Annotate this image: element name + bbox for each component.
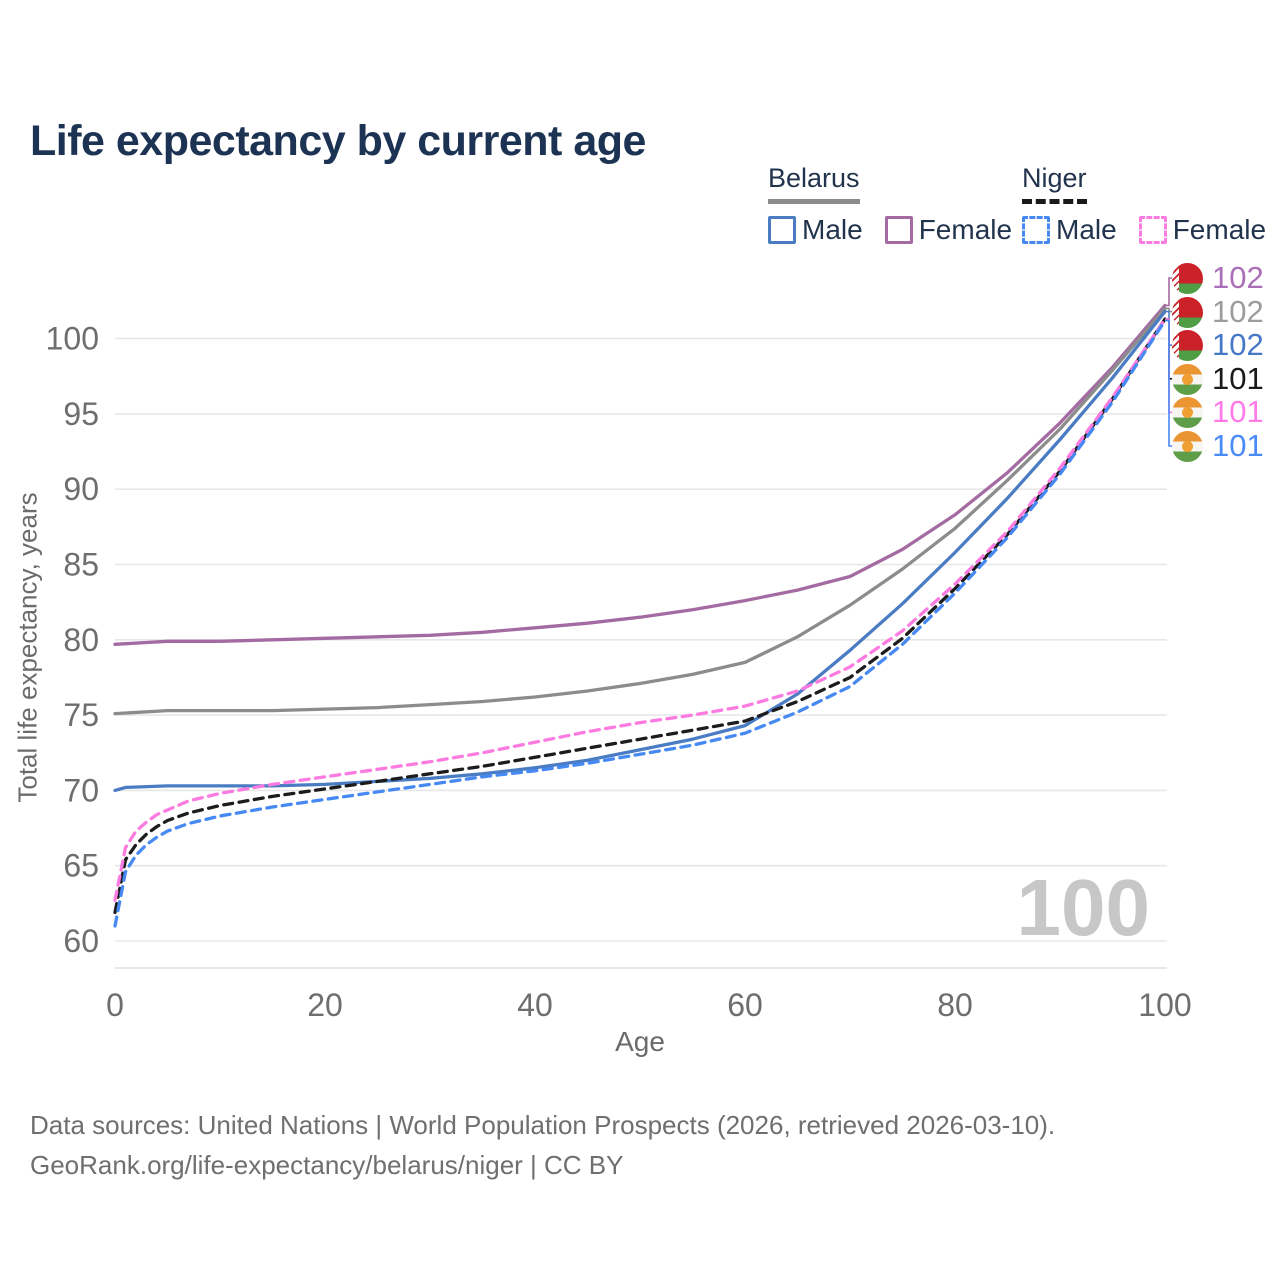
legend-item-label: Male	[802, 214, 863, 245]
end-label-belarus-male: 102	[1172, 327, 1264, 362]
legend-item-belarus-male: Male	[768, 214, 863, 246]
end-value: 101	[1212, 361, 1264, 396]
y-tick-label: 90	[63, 471, 99, 507]
y-tick-label: 60	[63, 923, 99, 959]
x-axis-title: Age	[615, 1026, 665, 1057]
series-line-niger-male	[113, 318, 1167, 928]
legend-item-label: Female	[1172, 214, 1267, 245]
end-label-belarus-both: 102	[1172, 294, 1264, 329]
legend-header-niger: Niger	[1022, 163, 1087, 204]
end-value: 102	[1212, 294, 1264, 329]
y-tick-label: 80	[63, 622, 99, 658]
end-value: 102	[1212, 260, 1264, 295]
niger-male-swatch-icon	[1022, 216, 1050, 244]
y-tick-label: 95	[63, 396, 99, 432]
y-tick-label: 100	[46, 321, 99, 357]
series-line-niger-both	[113, 317, 1167, 915]
belarus-male-swatch-icon	[768, 216, 796, 244]
age-watermark: 100	[1016, 863, 1150, 952]
x-tick-label: 80	[937, 987, 973, 1023]
x-tick-label: 100	[1138, 987, 1191, 1023]
legend-item-niger-male: Male	[1022, 214, 1117, 246]
legend-item-label: Male	[1056, 214, 1117, 245]
end-label-belarus-female: 102	[1172, 260, 1264, 295]
footer-line-2: GeoRank.org/life-expectancy/belarus/nige…	[30, 1149, 624, 1180]
end-label-niger-male: 101	[1172, 428, 1264, 463]
niger-flag-icon	[1172, 363, 1203, 395]
x-tick-label: 60	[727, 987, 763, 1023]
end-label-niger-female: 101	[1172, 394, 1264, 429]
end-value: 102	[1212, 327, 1264, 362]
legend-group-niger: Niger Male Female	[1022, 163, 1266, 246]
end-value: 101	[1212, 428, 1264, 463]
niger-female-swatch-icon	[1138, 216, 1167, 244]
y-tick-label: 75	[63, 697, 99, 733]
legend-items-niger: Male Female	[1022, 214, 1266, 246]
x-tick-label: 40	[517, 987, 553, 1023]
footer-line-1: Data sources: United Nations | World Pop…	[30, 1110, 1056, 1140]
y-tick-label: 70	[63, 772, 99, 808]
legend-group-belarus: Belarus Male Female	[768, 163, 1012, 246]
legend-header-belarus: Belarus	[768, 163, 860, 204]
y-axis-title: Total life expectancy, years	[12, 492, 43, 803]
belarus-flag-icon	[1172, 329, 1203, 361]
y-tick-label: 85	[63, 547, 99, 583]
series-line-belarus-both	[113, 306, 1167, 716]
y-tick-label: 65	[63, 848, 99, 884]
niger-flag-icon	[1172, 430, 1203, 462]
belarus-flag-icon	[1172, 262, 1203, 294]
niger-flag-icon	[1172, 396, 1203, 428]
legend-item-belarus-female: Female	[884, 214, 1013, 246]
legend-item-niger-female: Female	[1138, 214, 1267, 246]
data-sources-footer: Data sources: United Nations | World Pop…	[30, 1106, 1055, 1185]
end-label-niger-both: 101	[1172, 361, 1264, 396]
legend-items-belarus: Male Female	[768, 214, 1012, 246]
belarus-female-swatch-icon	[884, 216, 913, 244]
legend-item-label: Female	[918, 214, 1013, 245]
series-line-niger-female	[113, 317, 1167, 902]
end-value: 101	[1212, 394, 1264, 429]
series-line-belarus-male	[113, 309, 1167, 793]
x-tick-label: 0	[106, 987, 124, 1023]
x-tick-label: 20	[307, 987, 343, 1023]
belarus-flag-icon	[1172, 296, 1203, 328]
page-title: Life expectancy by current age	[30, 116, 646, 165]
series-line-belarus-female	[113, 303, 1167, 646]
